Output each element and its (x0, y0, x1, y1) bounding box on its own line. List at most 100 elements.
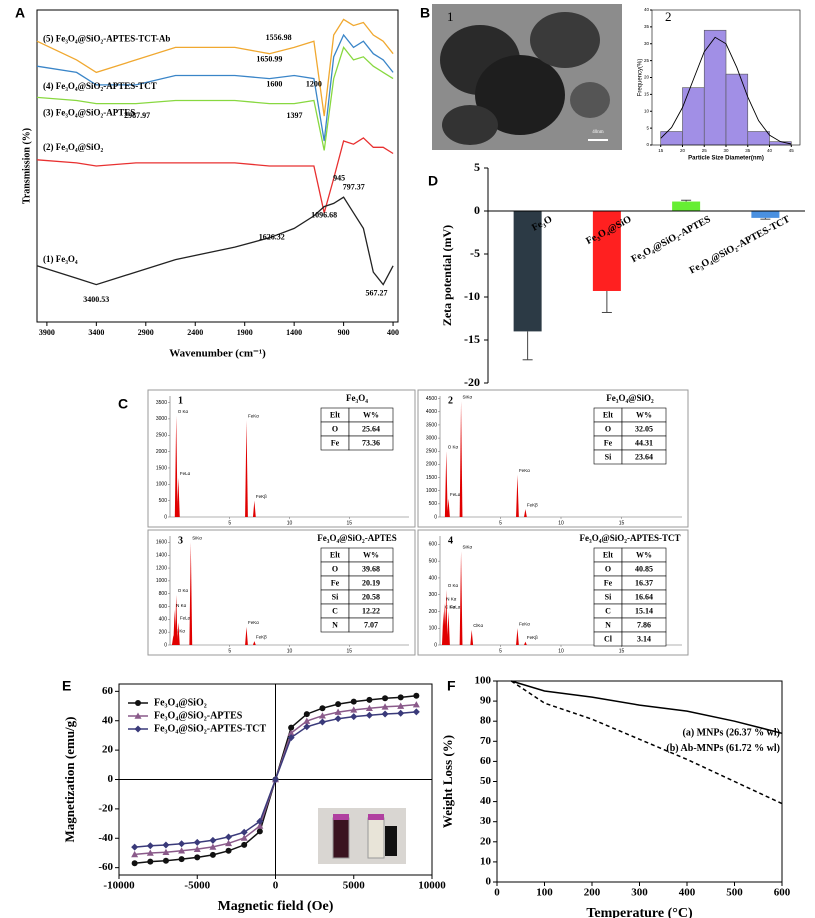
subpanel-label: 1 (447, 9, 454, 24)
y-tick-label: 2500 (426, 449, 437, 455)
annotation: 3400.53 (83, 295, 109, 304)
marker (162, 857, 169, 864)
marker (382, 695, 389, 702)
annotation: 1200 (306, 80, 322, 89)
marker (225, 833, 233, 841)
y-tick-label: 300 (429, 592, 438, 598)
x-tick-label: 0 (273, 880, 279, 892)
panel-label: C (118, 396, 128, 412)
marker (256, 817, 264, 825)
series-line (36, 46, 394, 151)
x-tick-label: 10 (287, 648, 293, 654)
y-tick-label: 0 (108, 773, 114, 785)
peak-label: C Kα (175, 629, 186, 634)
marker (135, 700, 141, 706)
peak-label: O Kα (448, 444, 459, 449)
y-tick-label: 3000 (156, 416, 167, 422)
y-tick-label: 5 (474, 160, 480, 174)
y-tick-label: -20 (464, 375, 480, 389)
spectrum-peak (447, 498, 450, 517)
annotation: 1556.98 (266, 33, 292, 42)
table-cell-text: 39.68 (362, 564, 380, 573)
table-cell-text: 23.64 (635, 452, 653, 461)
y-tick-label: 1000 (426, 488, 437, 494)
spectrum-peak (176, 622, 180, 645)
spectrum-peak (524, 509, 527, 517)
x-tick-label: 35 (745, 148, 751, 153)
table-cell-text: 32.05 (635, 424, 653, 433)
spectrum-peak (444, 451, 448, 517)
bar (672, 201, 701, 211)
y-axis-label: Frequency(%) (638, 59, 644, 97)
marker (303, 717, 311, 724)
marker (303, 711, 310, 718)
marker (194, 854, 201, 861)
table-cell-text: O (332, 424, 338, 433)
spectrum-peak (174, 415, 178, 517)
marker (287, 734, 295, 742)
y-tick-label: -5 (470, 246, 480, 260)
marker (365, 704, 373, 712)
table-cell-text: Fe (604, 438, 613, 447)
x-tick-label: 15 (619, 648, 625, 654)
marker (381, 703, 389, 710)
subpanel-label: 2 (665, 9, 672, 24)
table-cell-text: O (332, 564, 338, 573)
legend-label: Fe₃O₄@SiO₂-APTES (154, 710, 243, 721)
peak-label: FeKα (519, 468, 530, 473)
x-tick-label: 300 (631, 887, 648, 899)
x-tick-label: 10 (558, 648, 564, 654)
y-tick-label: 1600 (156, 540, 167, 546)
y-tick-label: 2000 (156, 449, 167, 455)
marker (162, 848, 170, 856)
table-cell-text: N (332, 620, 338, 629)
x-tick-label: 5 (228, 648, 231, 654)
x-tick-label: -10000 (103, 880, 135, 892)
marker (209, 843, 217, 850)
spectrum-peak (516, 474, 519, 517)
series-label: (2) Fe₃O₄@SiO₂ (43, 142, 104, 152)
particle-cluster (442, 105, 498, 145)
particle-cluster (530, 12, 600, 68)
x-tick-label: 10 (287, 520, 293, 526)
y-tick-label: 10 (480, 855, 492, 867)
x-tick-label: 5 (228, 520, 231, 526)
histogram-bar (682, 87, 705, 146)
x-tick-label: 15 (658, 148, 664, 153)
x-tick-label: 900 (338, 328, 350, 337)
vial-photo (318, 808, 406, 864)
y-tick-label: 800 (159, 591, 168, 597)
table-cell-text: Fe (604, 578, 613, 587)
panel-label: E (62, 678, 71, 694)
table-cell-text: Si (605, 592, 612, 601)
spectrum-peak (245, 420, 248, 517)
table-cell-text: 44.31 (635, 438, 653, 447)
spectrum-peak (176, 477, 180, 517)
table-cell-text: 12.22 (362, 606, 380, 615)
peak-label: O Kα (448, 583, 459, 588)
x-tick-label: 5 (499, 520, 502, 526)
bar (751, 211, 780, 218)
y-tick-label: 100 (429, 626, 438, 632)
marker (193, 845, 201, 852)
magnet (385, 826, 397, 856)
series-label: (1) Fe₃O₄ (43, 254, 78, 264)
y-axis-label: Weight Loss (%) (440, 735, 455, 828)
peak-label: FeLα (180, 471, 191, 476)
spectrum-peak (447, 611, 450, 645)
spectrum-peak (245, 627, 248, 645)
x-axis-label: Particle Size Diameter(nm) (688, 156, 764, 162)
x-tick-label: 1900 (237, 328, 253, 337)
marker (162, 841, 170, 849)
peak-label: C Kα (445, 605, 456, 610)
annotation: 945 (333, 173, 345, 182)
marker (319, 705, 326, 712)
annotation: 797.37 (343, 183, 365, 192)
marker (256, 822, 264, 829)
x-tick-label: 5 (499, 648, 502, 654)
histogram-bar (747, 131, 770, 146)
y-tick-label: 1000 (156, 578, 167, 584)
y-tick-label: 0 (474, 203, 480, 217)
table-cell-text: N (605, 620, 611, 629)
spectrum-title: Fe₃O₄ (346, 393, 368, 403)
